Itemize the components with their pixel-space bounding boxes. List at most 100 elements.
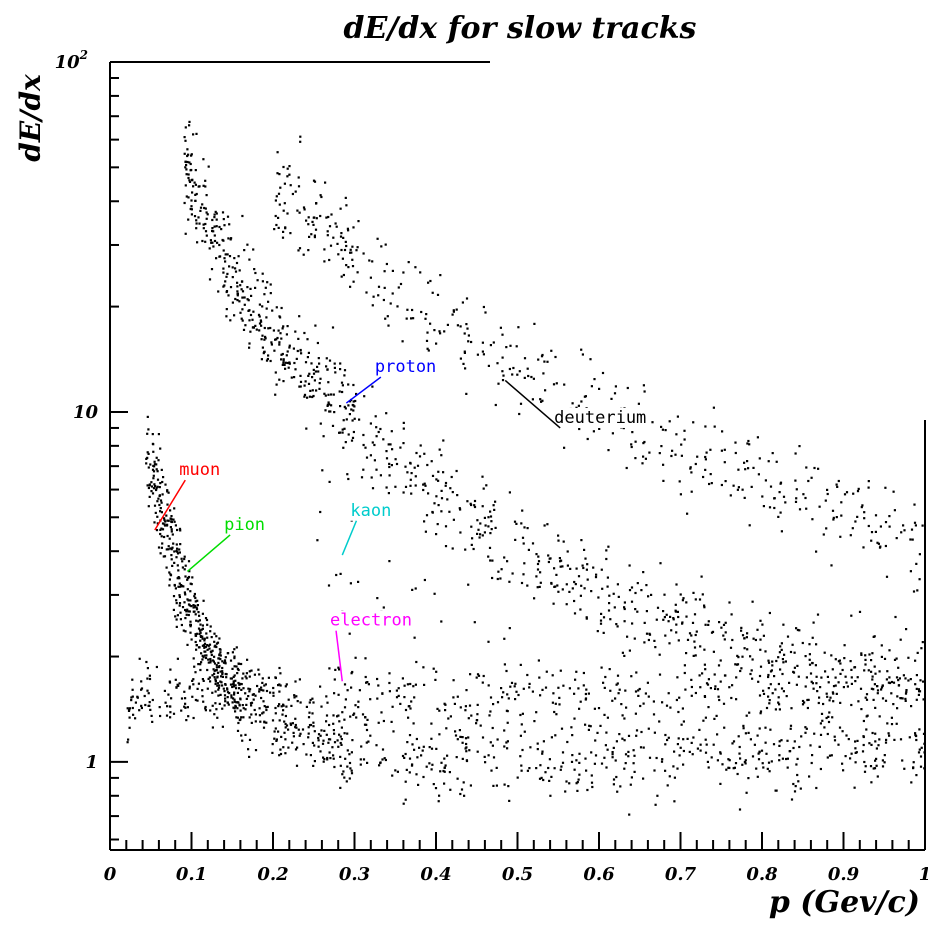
data-point xyxy=(792,746,795,750)
data-point xyxy=(286,361,289,365)
data-point xyxy=(274,371,277,374)
data-point xyxy=(367,683,370,686)
data-point xyxy=(559,768,562,771)
data-point xyxy=(350,751,353,754)
data-point xyxy=(334,668,337,671)
data-point xyxy=(550,582,553,585)
data-point xyxy=(683,664,686,667)
data-point xyxy=(540,400,543,403)
data-point xyxy=(685,652,688,655)
data-point xyxy=(873,767,877,770)
data-point xyxy=(771,692,774,695)
data-point xyxy=(503,745,506,748)
data-point xyxy=(586,788,589,792)
data-point xyxy=(521,748,524,752)
data-point xyxy=(204,185,207,188)
data-point xyxy=(190,168,193,172)
data-point xyxy=(541,752,544,755)
data-point xyxy=(775,460,778,463)
data-point xyxy=(492,703,495,706)
data-point xyxy=(539,571,542,574)
data-point xyxy=(799,787,802,790)
data-point xyxy=(514,538,517,541)
data-point xyxy=(176,683,179,686)
data-point xyxy=(163,689,166,692)
data-point xyxy=(810,761,813,765)
data-point xyxy=(798,445,801,448)
data-point xyxy=(676,610,679,613)
data-point xyxy=(724,621,727,624)
data-point xyxy=(672,617,675,620)
data-point xyxy=(309,754,312,757)
data-point xyxy=(607,609,611,612)
data-point xyxy=(184,617,187,620)
data-point xyxy=(741,488,744,491)
data-point xyxy=(188,570,191,573)
data-point xyxy=(348,413,351,416)
data-point xyxy=(278,690,281,693)
data-point xyxy=(854,761,857,764)
data-point xyxy=(189,620,192,623)
data-point xyxy=(420,310,423,314)
data-point xyxy=(835,692,838,695)
data-point xyxy=(584,692,587,696)
data-point xyxy=(264,286,267,289)
data-point xyxy=(811,636,814,639)
data-point xyxy=(369,734,372,737)
data-point xyxy=(246,658,249,661)
data-point xyxy=(297,185,301,188)
data-point xyxy=(359,758,362,761)
data-point xyxy=(240,683,243,686)
data-point xyxy=(282,165,285,169)
data-point xyxy=(536,568,540,571)
data-point xyxy=(274,676,277,679)
data-point xyxy=(871,652,874,655)
data-point xyxy=(184,232,187,235)
data-point xyxy=(236,729,240,732)
data-point xyxy=(489,741,492,744)
data-point xyxy=(263,293,266,296)
data-point xyxy=(229,238,232,241)
data-point xyxy=(654,646,657,649)
data-point xyxy=(196,604,199,607)
data-point xyxy=(905,689,908,692)
data-point xyxy=(813,732,816,735)
data-point xyxy=(514,698,517,701)
data-point xyxy=(623,607,626,611)
data-point xyxy=(470,503,473,507)
data-point xyxy=(155,468,158,471)
data-point xyxy=(852,492,855,495)
data-point xyxy=(427,281,430,284)
data-point xyxy=(178,602,182,605)
data-point xyxy=(189,590,192,593)
data-point xyxy=(170,515,173,518)
data-point xyxy=(341,773,344,776)
data-point xyxy=(233,648,236,651)
data-point xyxy=(329,738,332,741)
annotation-label: deuterium xyxy=(554,408,646,428)
data-point xyxy=(675,583,678,586)
annotation-deuterium: deuterium xyxy=(504,379,650,429)
data-point xyxy=(340,738,343,741)
data-point xyxy=(765,706,769,710)
data-point xyxy=(779,481,783,484)
x-tick-label: 0.5 xyxy=(502,864,533,885)
data-point xyxy=(279,752,283,756)
data-point xyxy=(506,721,509,724)
annotation-proton: proton xyxy=(345,357,441,404)
data-point xyxy=(707,706,710,709)
data-point xyxy=(553,567,556,570)
data-point xyxy=(422,488,425,492)
data-point xyxy=(206,213,209,216)
data-point xyxy=(339,786,342,789)
data-point xyxy=(721,763,724,766)
data-point xyxy=(850,703,853,707)
data-point xyxy=(735,676,738,679)
data-point xyxy=(818,745,821,748)
data-point xyxy=(263,684,266,687)
data-point xyxy=(655,618,658,621)
data-point xyxy=(401,677,404,680)
data-point xyxy=(194,613,197,616)
data-point xyxy=(319,377,322,380)
data-point xyxy=(415,451,418,455)
